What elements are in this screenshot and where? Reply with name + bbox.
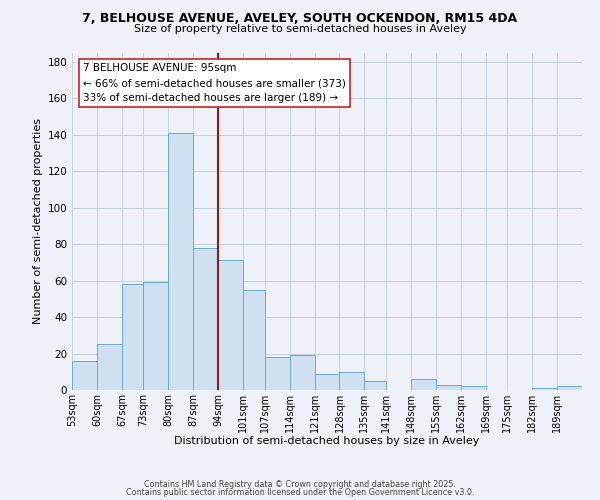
Bar (436, 384, 461, 390)
Bar (97, 344, 122, 390)
Text: 7 BELHOUSE AVENUE: 95sqm
← 66% of semi-detached houses are smaller (373)
33% of : 7 BELHOUSE AVENUE: 95sqm ← 66% of semi-d… (83, 64, 346, 103)
Bar (265, 357, 290, 390)
Bar (314, 374, 340, 390)
Text: 7, BELHOUSE AVENUE, AVELEY, SOUTH OCKENDON, RM15 4DA: 7, BELHOUSE AVENUE, AVELEY, SOUTH OCKEND… (82, 12, 518, 26)
Bar (218, 260, 243, 390)
Bar (143, 282, 168, 390)
Bar (122, 284, 143, 390)
Text: Size of property relative to semi-detached houses in Aveley: Size of property relative to semi-detach… (134, 24, 466, 34)
Bar (72, 361, 97, 390)
X-axis label: Distribution of semi-detached houses by size in Aveley: Distribution of semi-detached houses by … (175, 436, 479, 446)
Y-axis label: Number of semi-detached properties: Number of semi-detached properties (33, 118, 43, 324)
Bar (193, 248, 218, 390)
Bar (290, 356, 314, 390)
Bar (243, 290, 265, 390)
Text: Contains public sector information licensed under the Open Government Licence v3: Contains public sector information licen… (126, 488, 474, 497)
Bar (340, 372, 364, 390)
Bar (557, 386, 582, 390)
Bar (364, 381, 386, 390)
Text: Contains HM Land Registry data © Crown copyright and database right 2025.: Contains HM Land Registry data © Crown c… (144, 480, 456, 489)
Bar (532, 388, 557, 390)
Bar (411, 379, 436, 390)
Bar (168, 133, 193, 390)
Bar (461, 386, 486, 390)
